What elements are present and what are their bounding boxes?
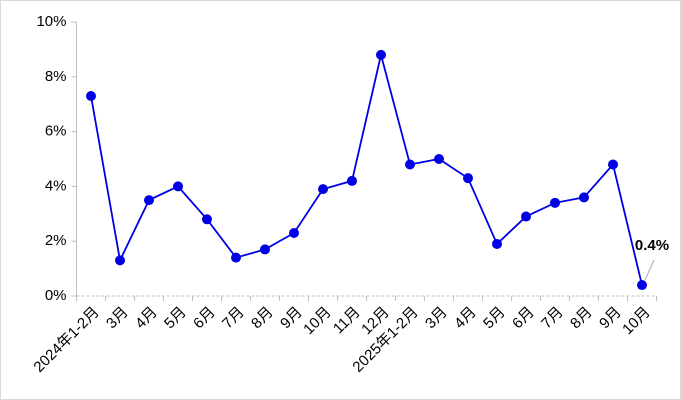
point [434, 154, 444, 164]
y-tick-label: 8% [45, 68, 67, 85]
point [608, 159, 618, 170]
y-tick-label: 4% [45, 177, 67, 194]
point [173, 181, 183, 192]
point [463, 173, 473, 184]
point [347, 175, 357, 186]
y-tick-label: 2% [45, 232, 67, 249]
y-tick-label: 6% [45, 123, 67, 140]
point [405, 159, 415, 170]
point [637, 280, 647, 291]
point [550, 197, 560, 208]
point [260, 244, 270, 255]
point [579, 192, 589, 203]
point [202, 214, 212, 225]
y-tick-label: 0% [45, 287, 67, 304]
y-tick-label: 10% [36, 13, 66, 30]
label-leader [644, 259, 655, 281]
point [115, 255, 125, 266]
point [318, 184, 328, 195]
line [90, 54, 643, 286]
point [492, 238, 502, 249]
point [86, 90, 96, 101]
point [521, 211, 531, 222]
data-label: 0.4% [635, 237, 669, 254]
point [376, 49, 386, 60]
point [144, 195, 154, 206]
point [231, 252, 241, 263]
point [289, 227, 299, 238]
